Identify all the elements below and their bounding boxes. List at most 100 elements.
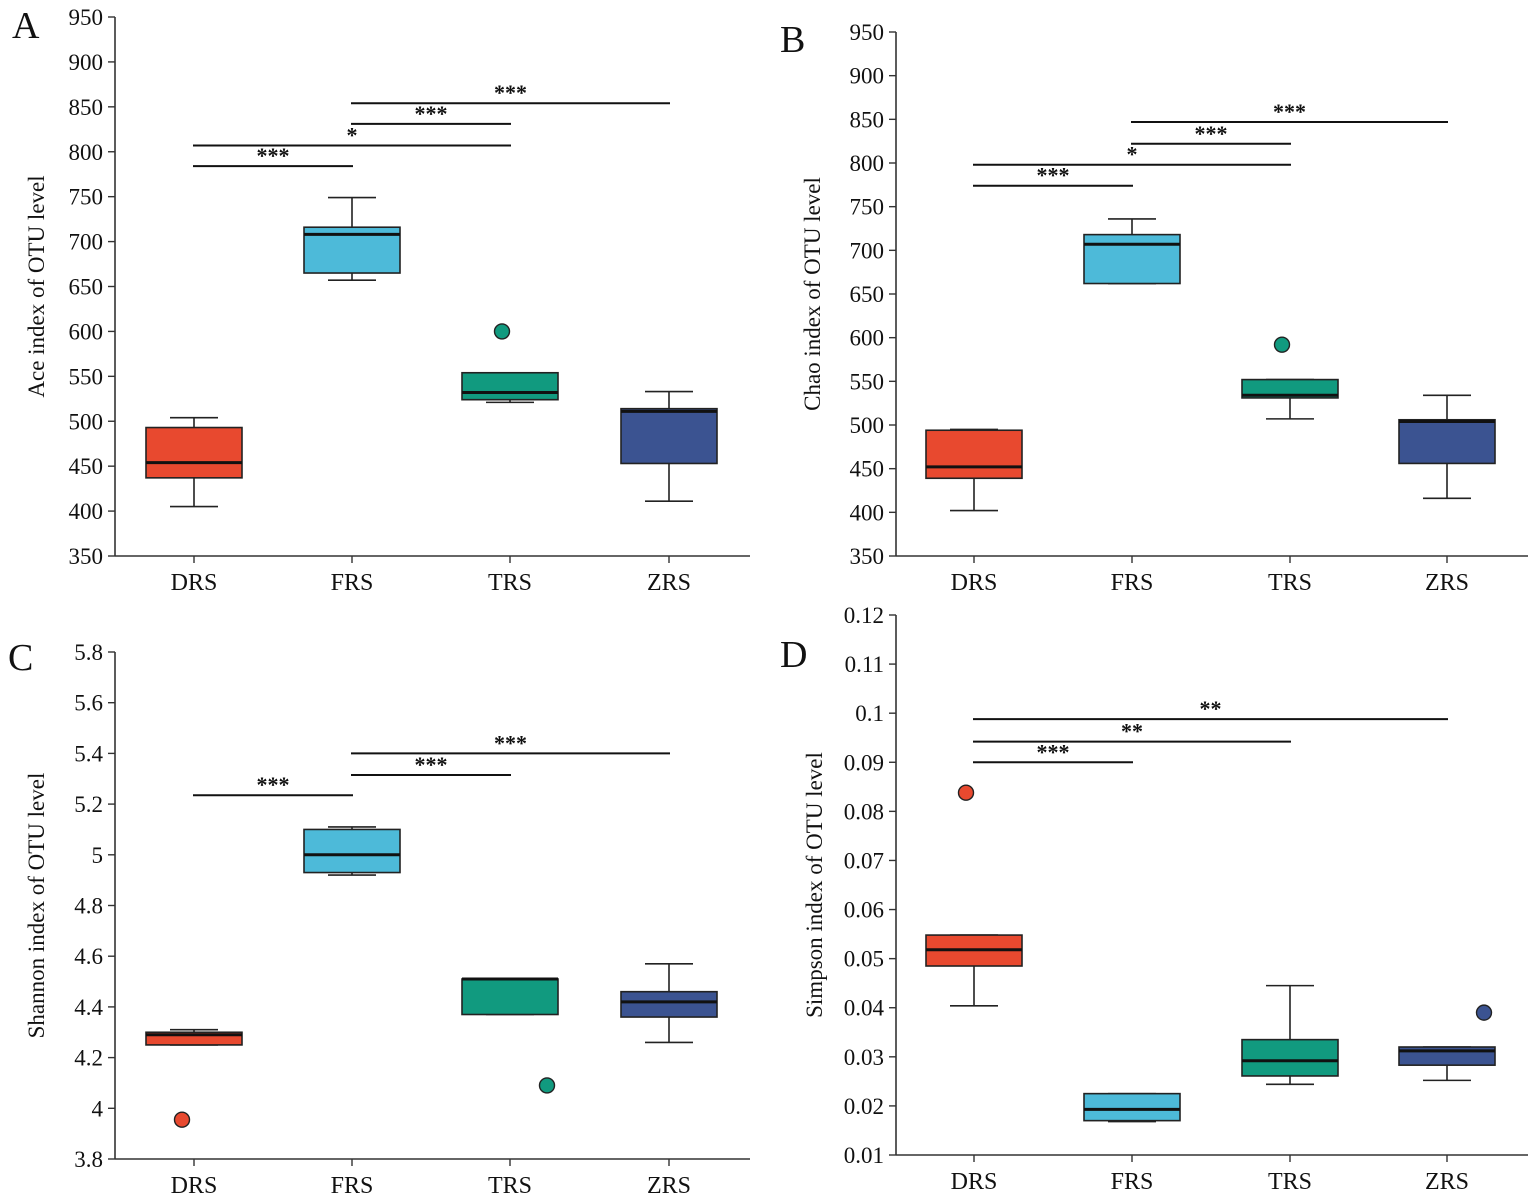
y-axis-title: Simpson index of OTU level xyxy=(802,752,827,1018)
box-trs xyxy=(1241,984,1339,1086)
box-frs xyxy=(1083,1092,1181,1123)
y-tick-label: 750 xyxy=(850,195,885,220)
box-iqr xyxy=(1083,233,1181,285)
panel-label: A xyxy=(12,5,40,47)
y-tick-label: 900 xyxy=(850,64,885,89)
y-tick-label: 3.8 xyxy=(74,1147,103,1172)
y-tick-label: 5 xyxy=(92,843,104,868)
outlier-point xyxy=(1273,336,1291,353)
outlier-point xyxy=(493,323,511,340)
box-zrs xyxy=(1398,394,1496,500)
box-drs xyxy=(925,428,1023,512)
box-iqr xyxy=(145,426,243,479)
x-tick-label: ZRS xyxy=(647,570,691,596)
y-tick-label: 5.4 xyxy=(74,741,103,766)
y-tick-label: 850 xyxy=(850,107,885,132)
y-tick-label: 0.09 xyxy=(844,750,884,775)
significance-label: *** xyxy=(494,730,527,755)
x-tick-label: ZRS xyxy=(1425,570,1469,596)
y-tick-label: 5.6 xyxy=(74,691,103,716)
y-axis-title: Ace index of OTU level xyxy=(24,175,49,397)
panel-a: A 350 400 450 500 550 600 650 700 750 800 850 900 950… xyxy=(12,5,750,596)
x-tick-label: DRS xyxy=(171,570,218,596)
y-tick-label: 950 xyxy=(850,20,885,45)
box-drs xyxy=(925,784,1023,1007)
x-tick-label: ZRS xyxy=(1425,1169,1469,1195)
panel-d: D 0.01 0.02 0.03 0.04 0.05 0.06 0.07 0.08 0.09 0.1… xyxy=(780,603,1528,1195)
box-iqr xyxy=(620,990,718,1018)
significance-label: ** xyxy=(1121,719,1143,744)
significance-label: *** xyxy=(1037,739,1070,764)
x-tick-label: ZRS xyxy=(647,1173,691,1198)
y-tick-label: 4.6 xyxy=(74,944,103,969)
y-tick-label: 700 xyxy=(69,230,104,255)
y-tick-label: 5.8 xyxy=(74,640,103,665)
box-frs xyxy=(303,196,401,282)
box-iqr xyxy=(1398,418,1496,465)
y-tick-label: 4.2 xyxy=(74,1046,103,1071)
x-tick-label: FRS xyxy=(331,570,374,596)
y-tick-label: 0.06 xyxy=(844,898,884,923)
box-drs xyxy=(145,416,243,508)
panel-label: B xyxy=(780,19,805,61)
y-tick-label: 500 xyxy=(69,409,104,434)
y-tick-label: 400 xyxy=(69,499,104,524)
y-tick-label: 550 xyxy=(850,369,885,394)
significance-label: ** xyxy=(1200,696,1222,721)
y-tick-label: 950 xyxy=(69,5,104,30)
y-tick-label: 0.04 xyxy=(844,996,885,1021)
y-tick-label: 450 xyxy=(69,454,104,479)
box-trs xyxy=(461,977,559,1094)
y-tick-label: 0.07 xyxy=(844,848,884,873)
y-tick-label: 0.11 xyxy=(845,652,884,677)
box-iqr xyxy=(303,828,401,874)
box-frs xyxy=(1083,218,1181,285)
y-tick-label: 350 xyxy=(850,544,885,569)
x-tick-label: DRS xyxy=(951,570,998,596)
y-tick-label: 0.05 xyxy=(844,947,884,972)
y-tick-label: 0.03 xyxy=(844,1045,884,1070)
panel-b: B 350 400 450 500 550 600 650 700 750 800 850 900 950… xyxy=(780,19,1528,596)
outlier-point xyxy=(173,1111,191,1128)
y-tick-label: 850 xyxy=(69,95,104,120)
y-tick-label: 750 xyxy=(69,185,104,210)
y-tick-label: 550 xyxy=(69,364,104,389)
y-tick-label: 0.02 xyxy=(844,1094,884,1119)
y-tick-label: 0.1 xyxy=(855,701,884,726)
significance-label: *** xyxy=(257,143,290,168)
outlier-point xyxy=(538,1077,556,1094)
box-trs xyxy=(1241,336,1339,420)
panel-label: D xyxy=(780,634,807,676)
box-iqr xyxy=(461,978,559,1016)
y-tick-label: 600 xyxy=(69,319,104,344)
y-axis-title: Chao index of OTU level xyxy=(800,177,825,411)
x-tick-label: DRS xyxy=(951,1169,998,1195)
y-tick-label: 400 xyxy=(850,500,885,525)
significance-label: * xyxy=(1127,142,1138,167)
y-tick-label: 600 xyxy=(850,326,885,351)
box-iqr xyxy=(1241,378,1339,399)
y-tick-label: 350 xyxy=(69,544,104,569)
significance-label: * xyxy=(347,122,358,147)
box-iqr xyxy=(461,371,559,401)
significance-label: *** xyxy=(415,101,448,126)
y-tick-label: 650 xyxy=(850,282,885,307)
y-tick-label: 4.4 xyxy=(74,995,103,1020)
box-trs xyxy=(461,323,559,404)
box-zrs xyxy=(620,963,718,1044)
y-axis-title: Shannon index of OTU level xyxy=(24,773,49,1039)
y-tick-label: 800 xyxy=(850,151,885,176)
box-iqr xyxy=(1241,1038,1339,1077)
panel-label: C xyxy=(8,637,33,679)
y-tick-label: 900 xyxy=(69,50,104,75)
outlier-point xyxy=(957,784,975,801)
box-iqr xyxy=(1083,1092,1181,1122)
panel-c: C 3.8 4 4.2 4.4 4.6 4.8 5 5.2 5.4 5.6 5.8 Shannon in… xyxy=(8,637,750,1198)
x-tick-label: FRS xyxy=(1111,570,1154,596)
significance-label: *** xyxy=(494,80,527,105)
y-tick-label: 700 xyxy=(850,238,885,263)
box-iqr xyxy=(925,429,1023,480)
x-tick-label: FRS xyxy=(1111,1169,1154,1195)
significance-label: *** xyxy=(1037,163,1070,188)
